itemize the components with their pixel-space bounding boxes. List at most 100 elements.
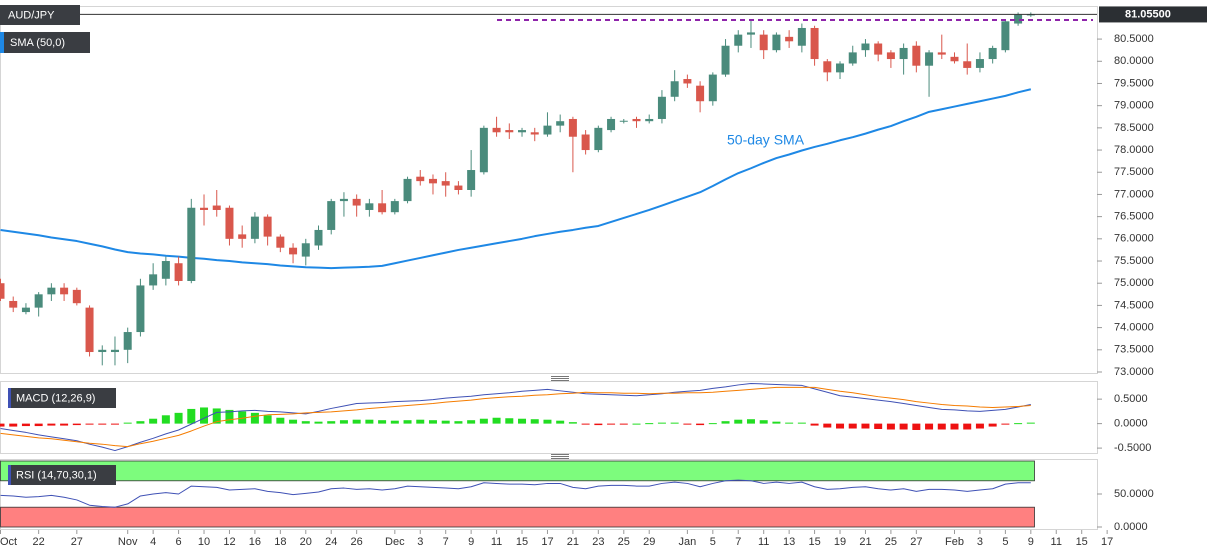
y-tick-label: 75.5000 [1114, 255, 1154, 267]
y-tick-label: 77.0000 [1114, 188, 1154, 200]
x-tick-label: Nov [118, 536, 138, 548]
histogram-bar [467, 420, 476, 424]
candle-body [556, 121, 565, 126]
candle-body [836, 63, 845, 73]
x-tick-label: 11 [1051, 536, 1062, 548]
candle-body [645, 118, 654, 122]
x-tick-label: 19 [834, 536, 846, 548]
x-tick-label: 15 [1076, 536, 1088, 548]
histogram-bar [963, 423, 972, 430]
candle-body [9, 300, 18, 308]
y-tick-label: 50.0000 [1114, 488, 1154, 500]
x-tick-label: 18 [274, 536, 286, 548]
candle-body [594, 127, 603, 151]
x-tick-label: 3 [417, 536, 423, 548]
y-tick-label: 80.5000 [1114, 33, 1154, 45]
candle-body [174, 263, 183, 281]
histogram-bar [34, 423, 43, 427]
x-tick-label: 27 [910, 536, 922, 548]
x-tick-label: 23 [592, 536, 604, 548]
candle-body [378, 203, 387, 213]
drag-handle[interactable] [551, 376, 569, 381]
candle-body [250, 216, 259, 239]
legend-box [0, 32, 90, 53]
candle-body [607, 118, 616, 131]
histogram-bar [746, 419, 755, 424]
histogram-bar [60, 423, 69, 426]
histogram-bar [200, 407, 209, 424]
histogram-bar [645, 423, 654, 425]
candle-body [925, 52, 934, 66]
candle-body [467, 170, 476, 190]
legend-label: SMA (50,0) [10, 37, 65, 49]
candle-body [696, 85, 705, 102]
histogram-bar [556, 420, 565, 424]
histogram-bar [683, 423, 692, 425]
y-tick-label: 0.5000 [1114, 393, 1148, 405]
candle-body [454, 185, 463, 190]
drag-handle[interactable] [551, 454, 569, 459]
histogram-bar [1014, 423, 1023, 425]
histogram-bar [123, 422, 132, 424]
histogram-bar [1026, 422, 1035, 424]
candle-body [683, 79, 692, 84]
x-tick-label: Dec [385, 536, 405, 548]
histogram-bar [797, 422, 806, 424]
x-tick-label: 16 [249, 536, 261, 548]
candle-body [47, 287, 56, 295]
candle-body [98, 349, 107, 353]
candle-body [657, 96, 666, 119]
candle-body [149, 274, 158, 286]
candle-body [60, 287, 69, 295]
histogram-bar [594, 423, 603, 426]
candle-body [301, 243, 310, 257]
histogram-bar [238, 411, 247, 424]
candle-body [505, 130, 514, 133]
histogram-bar [339, 420, 348, 424]
candle-body [212, 205, 221, 210]
histogram-bar [378, 420, 387, 424]
candle-body [632, 118, 641, 122]
candle-body [289, 247, 298, 255]
histogram-bar [161, 415, 170, 424]
candle-body [187, 207, 196, 281]
x-tick-label: 20 [300, 536, 312, 548]
price-panel [0, 6, 1098, 374]
x-tick-label: 13 [783, 536, 795, 548]
histogram-bar [696, 423, 705, 426]
candle-body [352, 198, 361, 206]
y-tick-label: 77.5000 [1114, 166, 1154, 178]
histogram-bar [110, 423, 119, 425]
x-tick-label: 3 [977, 536, 983, 548]
histogram-bar [314, 421, 323, 424]
x-tick-label: 5 [1002, 536, 1008, 548]
x-tick-label: 27 [71, 536, 83, 548]
legend-box [8, 388, 116, 408]
histogram-bar [518, 418, 527, 424]
histogram-bar [479, 418, 488, 424]
histogram-bar [85, 423, 94, 425]
histogram-bar [492, 417, 501, 424]
x-tick-label: 11 [491, 536, 502, 548]
candle-body [530, 132, 539, 135]
histogram-bar [988, 423, 997, 427]
histogram-bar [250, 412, 259, 424]
histogram-bar [98, 423, 107, 425]
candle-body [34, 294, 43, 308]
candle-body [937, 52, 946, 55]
legend-accent [8, 465, 11, 485]
x-tick-label: 12 [223, 536, 235, 548]
histogram-bar [289, 419, 298, 424]
candle-body [72, 289, 81, 304]
candle-body [518, 130, 527, 133]
histogram-bar [72, 423, 81, 426]
histogram-bar [937, 423, 946, 430]
candle-body [161, 261, 170, 279]
histogram-bar [0, 423, 5, 427]
x-tick-label: 25 [885, 536, 897, 548]
x-tick-label: 26 [351, 536, 363, 548]
histogram-bar [632, 423, 641, 425]
oversold-band [0, 506, 1035, 528]
